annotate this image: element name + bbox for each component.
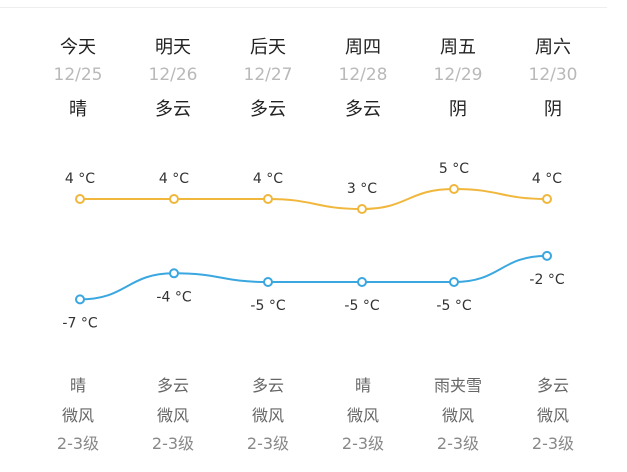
low-temp-point-1 xyxy=(169,268,179,279)
day-condition: 阴 xyxy=(544,99,562,120)
low-temp-label-5: -2 °C xyxy=(529,272,564,288)
day-date: 12/30 xyxy=(528,65,578,85)
night-condition: 晴 xyxy=(69,376,86,395)
day-date: 12/27 xyxy=(243,65,293,85)
low-temp-label-0: -7 °C xyxy=(62,315,97,331)
day-name: 明天 xyxy=(155,37,191,58)
day-name: 周五 xyxy=(440,37,476,58)
high-temp-point-3 xyxy=(357,204,367,214)
wind-direction: 微风 xyxy=(346,406,379,425)
night-condition: 多云 xyxy=(536,376,569,395)
day-date: 12/25 xyxy=(53,65,103,85)
forecast-day-5[interactable]: 周六 12/30 阴 多云 微风 2-3级 xyxy=(505,0,601,472)
forecast-day-1[interactable]: 明天 12/26 多云 多云 微风 2-3级 xyxy=(125,0,221,472)
high-temp-label-4: 5 °C xyxy=(439,161,469,177)
high-temp-point-0 xyxy=(75,194,85,204)
high-temp-label-5: 4 °C xyxy=(532,171,562,187)
forecast-day-0[interactable]: 今天 12/25 晴 晴 微风 2-3级 xyxy=(30,0,126,472)
high-temp-label-1: 4 °C xyxy=(159,171,189,187)
forecast-day-4[interactable]: 周五 12/29 阴 雨夹雪 微风 2-3级 xyxy=(410,0,506,472)
wind-direction: 微风 xyxy=(441,406,474,425)
wind-direction: 微风 xyxy=(251,406,284,425)
day-name: 今天 xyxy=(60,37,96,58)
high-temp-point-4 xyxy=(449,184,459,194)
top-divider xyxy=(0,0,607,8)
forecast-day-3[interactable]: 周四 12/28 多云 晴 微风 2-3级 xyxy=(315,0,411,472)
wind-direction: 微风 xyxy=(536,406,569,425)
day-name: 周六 xyxy=(535,37,571,58)
day-date: 12/28 xyxy=(338,65,388,85)
low-temp-point-4 xyxy=(449,277,459,287)
wind-direction: 微风 xyxy=(61,406,94,425)
high-temp-label-0: 4 °C xyxy=(65,171,95,187)
low-temp-point-0 xyxy=(75,294,85,305)
day-condition: 晴 xyxy=(69,99,87,120)
wind-level: 2-3级 xyxy=(246,434,290,453)
low-temp-point-5 xyxy=(542,250,552,261)
high-temp-line xyxy=(80,187,548,211)
high-temp-point-5 xyxy=(542,194,552,204)
night-condition: 多云 xyxy=(156,376,189,395)
day-condition: 多云 xyxy=(250,99,286,120)
night-condition: 多云 xyxy=(251,376,284,395)
night-condition: 雨夹雪 xyxy=(433,376,482,395)
high-temp-label-3: 3 °C xyxy=(347,181,377,197)
high-temp-label-2: 4 °C xyxy=(253,171,283,187)
wind-level: 2-3级 xyxy=(341,434,385,453)
day-name: 后天 xyxy=(250,37,286,58)
wind-level: 2-3级 xyxy=(56,434,100,453)
day-date: 12/29 xyxy=(433,65,483,85)
day-name: 周四 xyxy=(345,37,381,58)
wind-level: 2-3级 xyxy=(436,434,480,453)
high-temp-point-1 xyxy=(169,194,179,204)
wind-level: 2-3级 xyxy=(151,434,195,453)
day-condition: 多云 xyxy=(155,99,191,120)
low-temp-label-1: -4 °C xyxy=(156,289,191,305)
low-temp-label-4: -5 °C xyxy=(436,298,471,314)
day-date: 12/26 xyxy=(148,65,198,85)
low-temp-label-2: -5 °C xyxy=(250,298,285,314)
high-temp-point-2 xyxy=(263,194,273,204)
low-temp-line xyxy=(79,254,548,301)
wind-direction: 微风 xyxy=(156,406,189,425)
wind-level: 2-3级 xyxy=(531,434,575,453)
forecast-day-2[interactable]: 后天 12/27 多云 多云 微风 2-3级 xyxy=(220,0,316,472)
night-condition: 晴 xyxy=(354,376,371,395)
low-temp-label-3: -5 °C xyxy=(344,298,379,314)
day-condition: 阴 xyxy=(449,99,467,120)
low-temp-point-3 xyxy=(357,277,367,287)
low-temp-point-2 xyxy=(263,277,273,287)
day-condition: 多云 xyxy=(345,99,381,120)
